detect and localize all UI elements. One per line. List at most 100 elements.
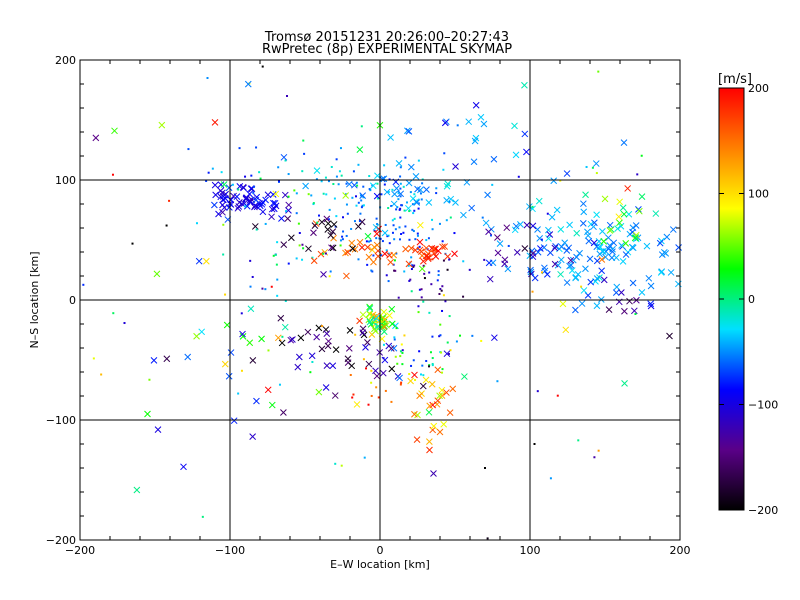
- data-point-x: [313, 333, 321, 341]
- data-point-x: [269, 191, 277, 198]
- data-point-dot: [414, 378, 417, 381]
- data-point-x: [318, 345, 326, 353]
- data-point-x: [324, 220, 332, 227]
- data-point-dot: [395, 208, 398, 211]
- data-point-x: [599, 248, 607, 255]
- data-point-dot: [398, 238, 401, 241]
- data-point-dot: [255, 146, 258, 149]
- data-point-dot: [252, 185, 255, 188]
- data-point-x: [344, 248, 352, 256]
- data-point-x: [312, 220, 320, 227]
- data-point-dot: [387, 234, 390, 237]
- data-point-dot: [270, 285, 273, 288]
- data-point-x: [667, 269, 675, 276]
- data-point-dot: [358, 219, 361, 222]
- data-point-dot: [287, 173, 290, 176]
- data-point-x: [610, 239, 618, 247]
- data-point-x: [446, 409, 454, 416]
- data-point-x: [606, 227, 614, 234]
- data-point-dot: [356, 184, 359, 187]
- data-point-dot: [322, 252, 325, 255]
- data-point-dot: [428, 364, 431, 367]
- data-point-dot: [595, 172, 598, 175]
- data-point-x: [521, 245, 529, 252]
- data-point-x: [348, 362, 356, 370]
- data-point-dot: [275, 263, 278, 266]
- data-point-x: [346, 326, 354, 334]
- data-point-dot: [206, 77, 209, 79]
- data-point-x: [370, 243, 378, 251]
- data-point-dot: [399, 350, 402, 353]
- data-point-dot: [435, 192, 438, 195]
- data-point-x: [559, 300, 567, 308]
- data-point-dot: [369, 239, 372, 242]
- data-point-dot: [408, 279, 411, 282]
- data-point-dot: [302, 139, 305, 142]
- data-point-x: [471, 137, 479, 145]
- data-point-dot: [399, 182, 402, 185]
- data-point-dot: [406, 201, 409, 204]
- data-point-x: [320, 270, 327, 278]
- data-point-x: [342, 249, 349, 257]
- data-point-x: [195, 257, 203, 265]
- data-point-dot: [201, 515, 204, 518]
- data-point-x: [485, 259, 493, 267]
- axis-ticks: [79, 59, 681, 541]
- data-point-dot: [441, 240, 444, 243]
- data-point-x: [621, 307, 628, 315]
- grid-lines: [80, 60, 680, 540]
- data-point-dot: [321, 325, 324, 328]
- data-point-x: [391, 190, 398, 198]
- data-point-x: [211, 181, 219, 189]
- data-point-dot: [401, 349, 404, 352]
- data-point-x: [219, 201, 226, 209]
- data-point-dot: [222, 253, 225, 256]
- data-point-dot: [533, 443, 536, 445]
- data-point-x: [545, 226, 552, 234]
- data-point-x: [407, 244, 415, 252]
- data-point-x: [484, 191, 491, 199]
- data-point-dot: [341, 238, 344, 241]
- data-point-dot: [359, 212, 362, 215]
- data-point-x: [596, 250, 604, 258]
- data-point-dot: [423, 272, 426, 275]
- data-point-dot: [339, 239, 342, 242]
- data-point-dot: [418, 288, 421, 291]
- data-point-x: [598, 267, 606, 275]
- data-point-x: [598, 256, 606, 263]
- data-point-dot: [231, 183, 234, 186]
- data-point-x: [380, 308, 388, 316]
- data-point-x: [372, 327, 379, 335]
- data-point-x: [417, 221, 424, 229]
- data-point-dot: [297, 222, 300, 225]
- data-point-dot: [403, 334, 406, 337]
- data-point-x: [567, 256, 575, 264]
- data-point-dot: [412, 359, 415, 362]
- data-point-x: [327, 231, 335, 239]
- data-point-dot: [400, 233, 403, 236]
- data-point-dot: [398, 208, 401, 211]
- data-point-x: [620, 210, 628, 218]
- data-point-x: [284, 215, 292, 222]
- data-point-dot: [315, 178, 318, 181]
- data-point-x: [566, 262, 573, 270]
- data-point-dot: [251, 275, 254, 278]
- data-point-x: [251, 202, 259, 209]
- data-point-dot: [295, 257, 298, 260]
- data-point-x: [580, 287, 588, 294]
- data-point-dot: [428, 311, 431, 314]
- data-point-dot: [252, 191, 255, 194]
- data-point-dot: [395, 327, 398, 330]
- data-point-x: [546, 231, 554, 238]
- data-point-dot: [416, 247, 419, 250]
- data-point-dot: [345, 182, 348, 185]
- data-point-x: [618, 242, 625, 249]
- data-point-x: [443, 182, 451, 190]
- data-point-x: [247, 305, 255, 313]
- data-point-x: [313, 167, 321, 174]
- data-point-dot: [431, 218, 434, 221]
- data-point-dot: [462, 260, 465, 263]
- data-point-x: [225, 372, 233, 380]
- data-point-x: [593, 211, 600, 219]
- data-point-x: [253, 193, 261, 201]
